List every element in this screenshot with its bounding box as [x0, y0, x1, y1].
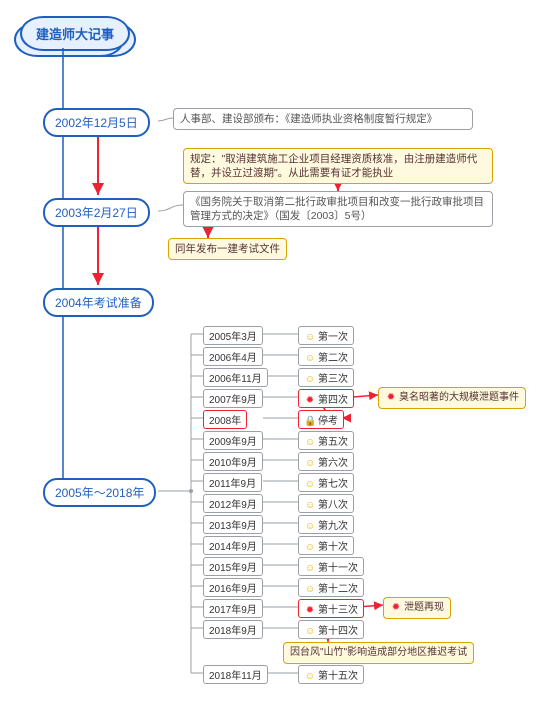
exam-label: ☺第十一次 — [298, 557, 364, 576]
exam-label: ✹第四次 — [298, 389, 354, 408]
exam-label: ☺第七次 — [298, 473, 354, 492]
desc-2002: 人事部、建设部颁布：《建造师执业资格制度暂行规定》 — [173, 108, 473, 130]
callout: ✹臭名昭著的大规模泄题事件 — [378, 387, 526, 409]
callout: ✹泄题再现 — [383, 597, 451, 619]
note-2003: 同年发布一建考试文件 — [168, 238, 287, 260]
exam-date: 2016年9月 — [203, 578, 263, 597]
exam-date: 2008年 — [203, 410, 247, 429]
exam-label: ☺第十四次 — [298, 620, 364, 639]
exam-label: ☺第十五次 — [298, 665, 364, 684]
doc-2003: 《国务院关于取消第二批行政审批项目和改变一批行政审批项目管理方式的决定》（国发〔… — [183, 191, 493, 227]
rule-2003: 规定："取消建筑施工企业项目经理资质核准，由注册建造师代替，并设立过渡期"。从此… — [183, 148, 493, 184]
exam-label: ☺第六次 — [298, 452, 354, 471]
exam-date: 2006年4月 — [203, 347, 263, 366]
exam-label: ☺第十次 — [298, 536, 354, 555]
exam-label: ☺第一次 — [298, 326, 354, 345]
exam-label: ☺第二次 — [298, 347, 354, 366]
timeline-node: 2003年2月27日 — [43, 198, 150, 227]
exam-date: 2005年3月 — [203, 326, 263, 345]
timeline-node: 2004年考试准备 — [43, 288, 154, 317]
exam-date: 2018年9月 — [203, 620, 263, 639]
exam-label: ✹第十三次 — [298, 599, 364, 618]
exam-date: 2018年11月 — [203, 665, 268, 684]
exam-date: 2007年9月 — [203, 389, 263, 408]
exam-label: ☺第九次 — [298, 515, 354, 534]
exam-date: 2017年9月 — [203, 599, 263, 618]
exam-date: 2013年9月 — [203, 515, 263, 534]
exam-date: 2006年11月 — [203, 368, 268, 387]
timeline-node: 2005年～2018年 — [43, 478, 156, 507]
callout: 因台风"山竹"影响造成部分地区推迟考试 — [283, 642, 474, 664]
title-cloud: 建造师大记事 — [20, 16, 130, 51]
exam-date: 2015年9月 — [203, 557, 263, 576]
exam-label: 🔒停考 — [298, 410, 344, 429]
exam-date: 2012年9月 — [203, 494, 263, 513]
exam-label: ☺第八次 — [298, 494, 354, 513]
exam-label: ☺第三次 — [298, 368, 354, 387]
exam-date: 2009年9月 — [203, 431, 263, 450]
exam-date: 2011年9月 — [203, 473, 262, 492]
exam-date: 2010年9月 — [203, 452, 263, 471]
exam-date: 2014年9月 — [203, 536, 263, 555]
exam-label: ☺第十二次 — [298, 578, 364, 597]
exam-label: ☺第五次 — [298, 431, 354, 450]
timeline-node: 2002年12月5日 — [43, 108, 150, 137]
